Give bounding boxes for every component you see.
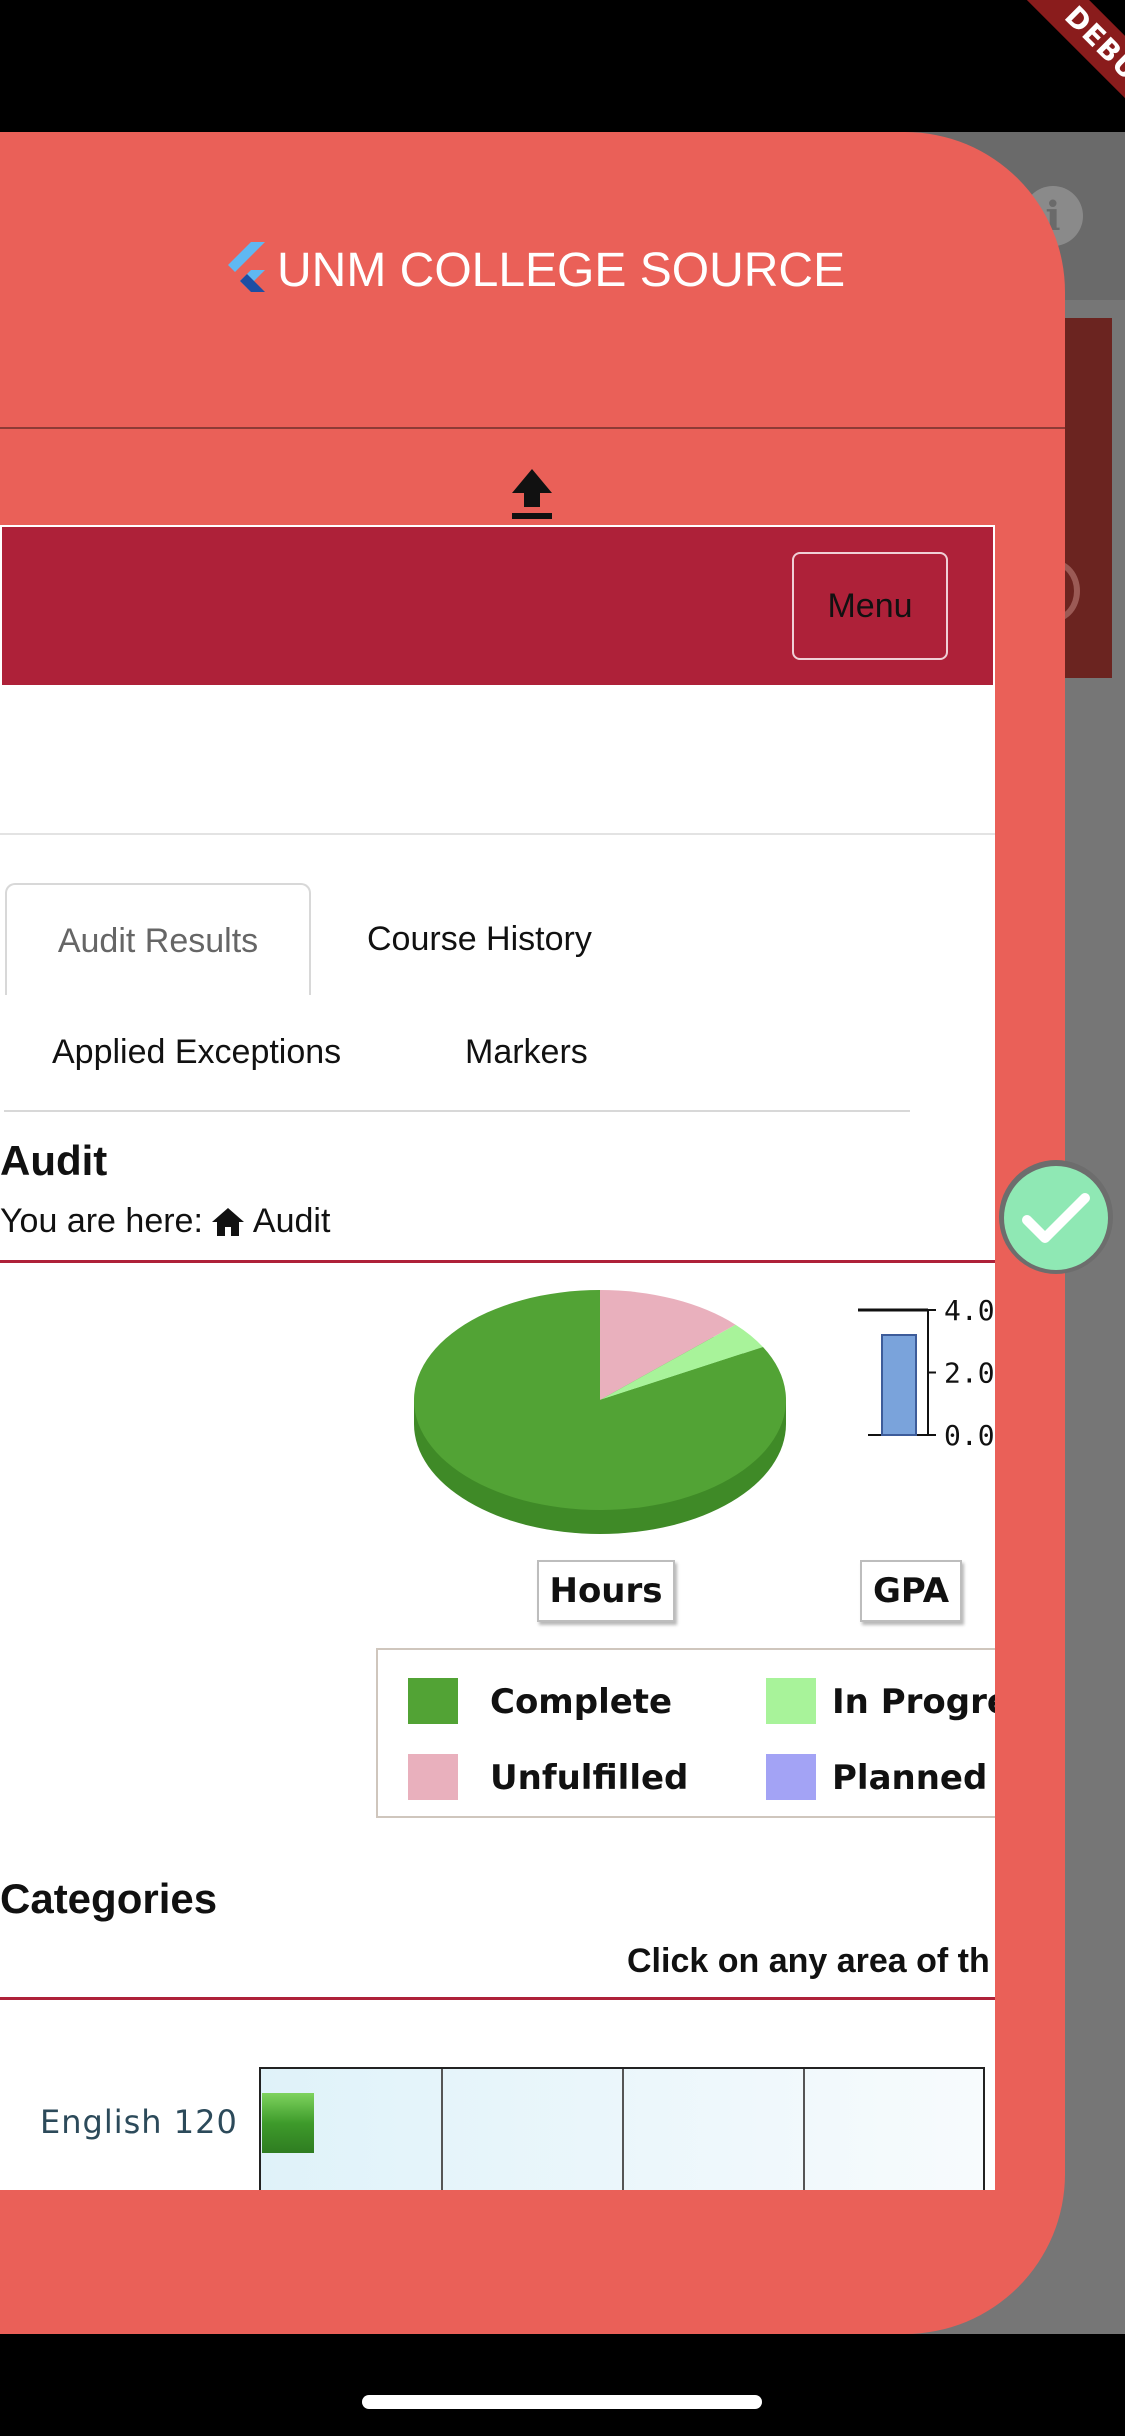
grid-line bbox=[441, 2069, 443, 2190]
section-divider bbox=[0, 1260, 995, 1263]
system-bottom-bar bbox=[0, 2334, 1125, 2436]
tab-markers[interactable]: Markers bbox=[465, 1033, 588, 1071]
legend-swatch-in-progress bbox=[766, 1678, 816, 1724]
debug-banner-label: DEBUG bbox=[1002, 0, 1125, 130]
grid-line bbox=[803, 2069, 805, 2190]
legend-label-unfulfilled: Unfulfilled bbox=[490, 1758, 689, 1798]
grid-line bbox=[622, 2069, 624, 2190]
site-top-bar: Menu bbox=[0, 525, 995, 687]
gpa-tick-label: 0.0 bbox=[944, 1419, 995, 1452]
upload-icon[interactable] bbox=[508, 467, 556, 521]
navigation-drawer: UNM COLLEGE SOURCE Menu Audit Results Co… bbox=[0, 132, 1065, 2334]
home-indicator[interactable] bbox=[362, 2395, 762, 2409]
category-progress-chart[interactable] bbox=[259, 2067, 985, 2190]
legend-swatch-planned bbox=[766, 1754, 816, 1800]
section-divider bbox=[0, 1997, 995, 2000]
menu-button[interactable]: Menu bbox=[792, 552, 948, 660]
legend-label-planned: Planned bbox=[832, 1758, 988, 1798]
tab-audit-results[interactable]: Audit Results bbox=[5, 883, 311, 997]
check-button[interactable] bbox=[1004, 1166, 1108, 1270]
audit-charts[interactable]: 4.0 2.0 0.0 bbox=[0, 1285, 995, 1885]
pie-slice-complete[interactable] bbox=[414, 1290, 787, 1510]
gpa-bar-chart[interactable]: 4.0 2.0 0.0 bbox=[858, 1294, 995, 1452]
tab-applied-exceptions[interactable]: Applied Exceptions bbox=[52, 1033, 342, 1071]
home-icon[interactable] bbox=[211, 1207, 245, 1237]
debug-banner: DEBUG bbox=[920, 0, 1125, 130]
chart-legend: Complete In Progre Unfulfilled Planned bbox=[376, 1648, 995, 1818]
category-progress-bar[interactable] bbox=[262, 2093, 314, 2153]
active-tab-cover bbox=[5, 995, 311, 997]
hours-pie-chart[interactable] bbox=[414, 1290, 787, 1534]
categories-heading: Categories bbox=[0, 1875, 218, 1922]
check-icon bbox=[1022, 1193, 1090, 1243]
tabs-baseline bbox=[4, 1110, 910, 1112]
breadcrumb: You are here: Audit bbox=[0, 1202, 330, 1241]
breadcrumb-prefix: You are here: bbox=[0, 1202, 203, 1240]
pie-slice-unfulfilled[interactable] bbox=[600, 1290, 736, 1400]
legend-swatch-unfulfilled bbox=[408, 1754, 458, 1800]
hours-chart-label: Hours bbox=[537, 1560, 675, 1622]
legend-label-complete: Complete bbox=[490, 1682, 673, 1722]
web-view: Menu Audit Results Course History Applie… bbox=[0, 525, 995, 2190]
category-label[interactable]: English 120 bbox=[40, 2103, 238, 2141]
pie-slice-in-progress[interactable] bbox=[600, 1324, 763, 1400]
gpa-tick-label: 2.0 bbox=[944, 1357, 995, 1390]
gpa-chart-label: GPA bbox=[860, 1560, 962, 1622]
legend-swatch-complete bbox=[408, 1678, 458, 1724]
breadcrumb-current[interactable]: Audit bbox=[252, 1202, 331, 1240]
top-bar-divider bbox=[0, 833, 995, 835]
drawer-header-divider bbox=[0, 427, 1065, 429]
categories-instruction: Click on any area of th bbox=[627, 1942, 990, 1980]
drawer-title: UNM COLLEGE SOURCE bbox=[277, 243, 846, 297]
tab-course-history[interactable]: Course History bbox=[367, 920, 592, 958]
legend-label-in-progress: In Progre bbox=[832, 1682, 995, 1722]
page-title: Audit bbox=[0, 1137, 108, 1184]
flutter-logo-icon bbox=[228, 242, 265, 292]
gpa-bar[interactable] bbox=[881, 1334, 917, 1436]
drawer-header: UNM COLLEGE SOURCE bbox=[225, 242, 845, 298]
gpa-tick-label: 4.0 bbox=[944, 1294, 995, 1327]
